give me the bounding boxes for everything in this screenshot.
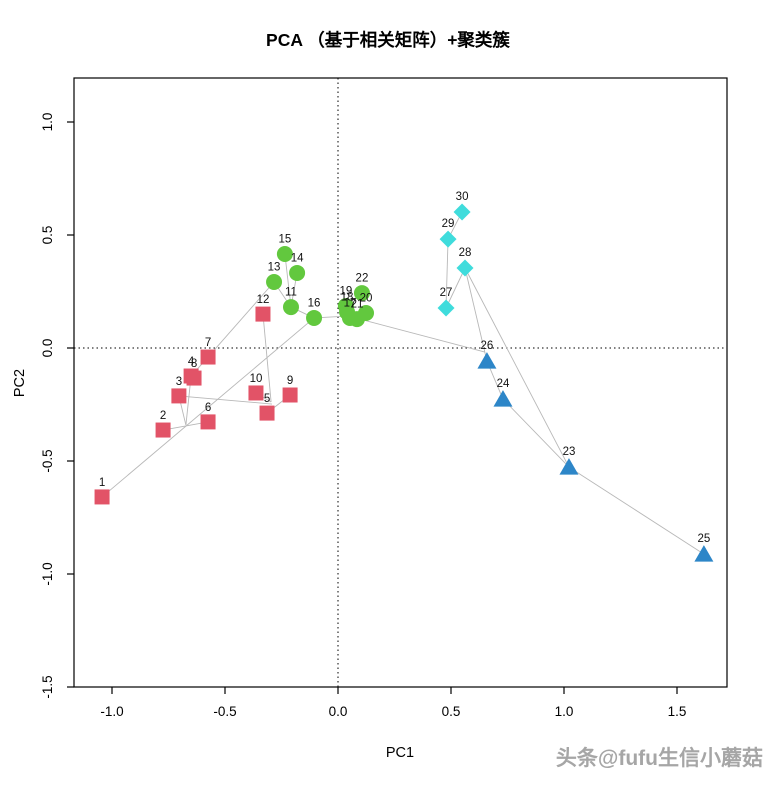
point-marker-29 — [439, 230, 457, 248]
point-label-3: 3 — [176, 376, 182, 388]
point-label-19: 19 — [340, 285, 353, 297]
y-tick-label: -1.5 — [40, 675, 55, 698]
point-label-29: 29 — [442, 218, 455, 230]
point-marker-24 — [493, 390, 513, 407]
cluster-tree-segment — [284, 253, 292, 308]
cluster-tree-segment — [568, 466, 705, 555]
x-tick-label: -1.0 — [100, 704, 123, 719]
cluster-tree-segment — [207, 281, 275, 358]
point-label-12: 12 — [257, 294, 270, 306]
point-marker-5 — [259, 405, 275, 421]
point-label-14: 14 — [291, 252, 304, 264]
point-label-6: 6 — [205, 402, 211, 414]
point-marker-14 — [289, 264, 306, 281]
point-marker-13 — [266, 274, 283, 291]
point-label-9: 9 — [287, 375, 293, 387]
point-label-11: 11 — [285, 287, 297, 299]
point-marker-7 — [200, 349, 216, 365]
plot-border — [73, 77, 728, 688]
point-marker-23 — [559, 458, 579, 475]
point-label-16: 16 — [308, 297, 321, 309]
point-label-18: 18 — [341, 292, 354, 304]
y-axis-label: PC2 — [12, 369, 28, 397]
point-label-24: 24 — [497, 378, 510, 390]
watermark: 头条@fufu生信小蘑菇 — [556, 746, 763, 770]
point-label-23: 23 — [563, 446, 576, 458]
point-label-22: 22 — [356, 273, 369, 285]
point-marker-11 — [282, 299, 299, 316]
point-label-21: 21 — [351, 299, 364, 311]
cluster-tree-segment — [178, 395, 273, 405]
y-tick-label: -1.0 — [40, 562, 55, 585]
point-marker-8 — [186, 370, 202, 386]
point-marker-22 — [353, 285, 370, 302]
point-label-25: 25 — [697, 533, 710, 545]
point-marker-10 — [248, 385, 264, 401]
cluster-tree-segment — [262, 314, 272, 403]
point-label-5: 5 — [264, 393, 270, 405]
point-marker-28 — [456, 259, 474, 277]
x-tick-label: 0.5 — [442, 704, 461, 719]
point-marker-19 — [337, 297, 354, 314]
cluster-tree-segment — [445, 267, 466, 309]
point-label-10: 10 — [250, 373, 263, 385]
point-label-1: 1 — [99, 477, 105, 489]
point-label-17: 17 — [344, 297, 357, 309]
point-marker-25 — [694, 545, 714, 562]
point-marker-9 — [282, 387, 298, 403]
point-label-15: 15 — [278, 233, 291, 245]
plot-area: -1.0 -0.5 0.0 0.5 1.0 1.5 1.0 0.5 0.0 -0.5 -1.0 -1.… — [40, 77, 728, 719]
y-tick-label: -0.5 — [40, 449, 55, 472]
point-label-30: 30 — [456, 191, 469, 203]
point-label-13: 13 — [268, 262, 281, 274]
cluster-tree-segment — [351, 316, 486, 353]
cluster-tree-segment — [464, 267, 488, 362]
point-label-28: 28 — [459, 247, 472, 259]
cluster-tree-segment — [502, 398, 570, 468]
cluster-tree-segment — [101, 317, 315, 498]
point-marker-2 — [155, 422, 171, 438]
chart-title: PCA （基于相关矩阵）+聚类簇 — [266, 30, 510, 50]
point-label-2: 2 — [160, 410, 166, 422]
point-marker-1 — [94, 489, 110, 505]
x-axis-label: PC1 — [386, 745, 414, 761]
point-label-8: 8 — [191, 358, 197, 370]
point-label-27: 27 — [440, 287, 453, 299]
cluster-tree-segment — [445, 239, 449, 309]
point-label-7: 7 — [205, 337, 211, 349]
x-tick-label: -0.5 — [213, 704, 236, 719]
y-tick-label: 0.5 — [40, 226, 55, 245]
x-tick-label: 0.0 — [329, 704, 348, 719]
point-label-20: 20 — [360, 292, 373, 304]
point-marker-27 — [437, 299, 455, 317]
y-tick-label: 1.0 — [40, 113, 55, 132]
x-tick-label: 1.5 — [668, 704, 687, 719]
point-marker-21 — [348, 311, 365, 328]
x-tick-label: 1.0 — [555, 704, 574, 719]
point-marker-15 — [276, 245, 293, 262]
point-marker-16 — [306, 309, 323, 326]
watermark-shadow: 头条@fufu生信小蘑菇 — [558, 748, 765, 772]
point-marker-26 — [477, 352, 497, 369]
cluster-tree-segment — [464, 267, 570, 468]
point-marker-30 — [453, 203, 471, 221]
point-marker-6 — [200, 414, 216, 430]
point-marker-3 — [171, 388, 187, 404]
point-marker-12 — [255, 306, 271, 322]
point-label-4: 4 — [188, 356, 195, 368]
y-tick-label: 0.0 — [40, 339, 55, 358]
point-label-26: 26 — [481, 340, 494, 352]
